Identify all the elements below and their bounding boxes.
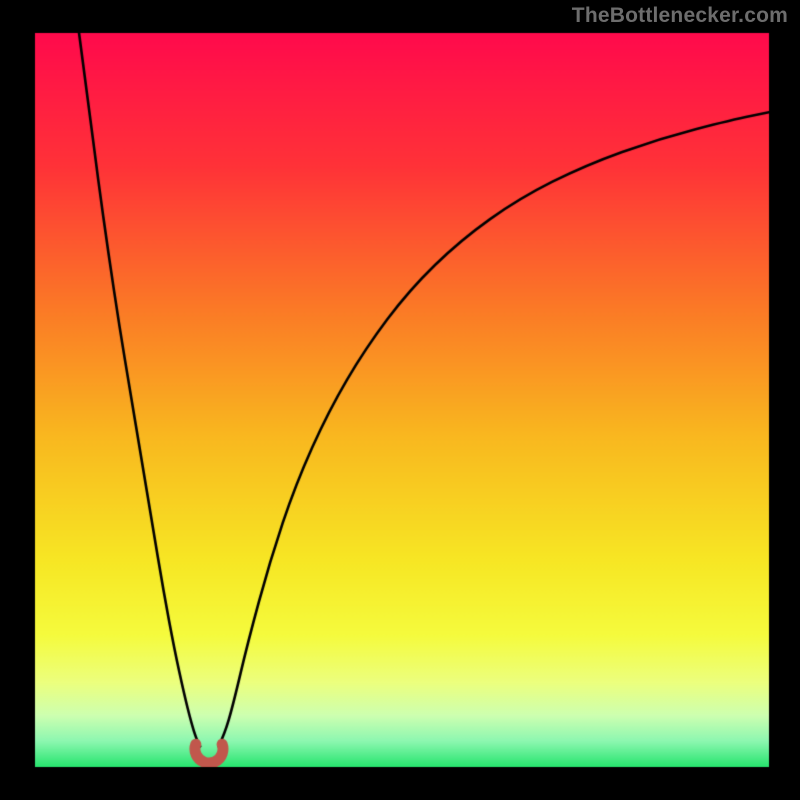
chart-canvas	[0, 0, 800, 800]
bottleneck-chart: TheBottlenecker.com	[0, 0, 800, 800]
watermark-text: TheBottlenecker.com	[572, 4, 788, 28]
